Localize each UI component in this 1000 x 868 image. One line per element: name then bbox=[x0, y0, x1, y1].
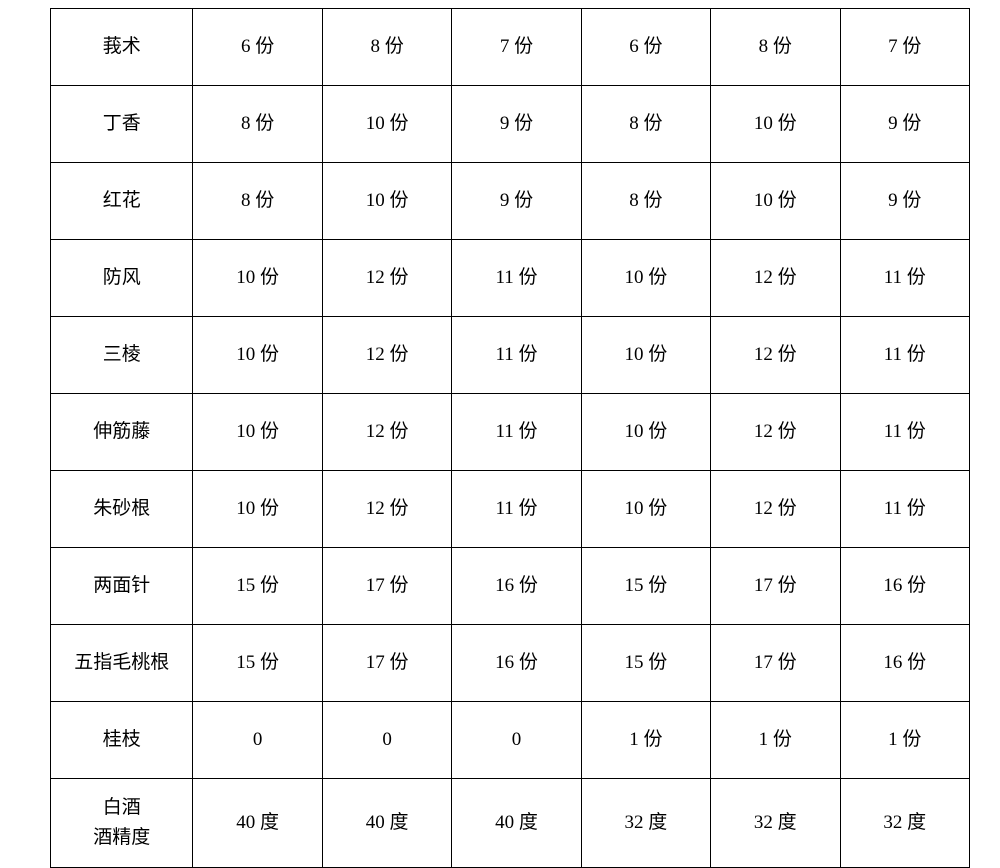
table-row: 五指毛桃根15 份17 份16 份15 份17 份16 份 bbox=[51, 625, 970, 702]
table-row: 伸筋藤10 份12 份11 份10 份12 份11 份 bbox=[51, 394, 970, 471]
table-cell: 11 份 bbox=[452, 240, 581, 317]
table-cell: 17 份 bbox=[711, 548, 840, 625]
table-cell: 10 份 bbox=[711, 163, 840, 240]
table-cell: 12 份 bbox=[322, 471, 451, 548]
table-cell: 7 份 bbox=[452, 9, 581, 86]
table-cell: 12 份 bbox=[711, 240, 840, 317]
table-row: 桂枝0001 份1 份1 份 bbox=[51, 702, 970, 779]
table-cell: 6 份 bbox=[581, 9, 710, 86]
table-cell: 12 份 bbox=[711, 471, 840, 548]
table-row: 朱砂根10 份12 份11 份10 份12 份11 份 bbox=[51, 471, 970, 548]
table-cell: 17 份 bbox=[322, 625, 451, 702]
table-cell: 32 度 bbox=[711, 779, 840, 868]
table-cell: 9 份 bbox=[452, 163, 581, 240]
table-cell: 8 份 bbox=[193, 163, 322, 240]
page-container: 莪术6 份8 份7 份6 份8 份7 份丁香8 份10 份9 份8 份10 份9… bbox=[0, 0, 1000, 850]
table-cell: 8 份 bbox=[193, 86, 322, 163]
table-cell: 32 度 bbox=[581, 779, 710, 868]
table-cell: 8 份 bbox=[581, 86, 710, 163]
table-cell: 11 份 bbox=[452, 317, 581, 394]
table-cell: 7 份 bbox=[840, 9, 970, 86]
table-cell: 40 度 bbox=[452, 779, 581, 868]
table-cell: 32 度 bbox=[840, 779, 970, 868]
table-row: 防风10 份12 份11 份10 份12 份11 份 bbox=[51, 240, 970, 317]
table-cell: 12 份 bbox=[322, 240, 451, 317]
table-cell: 15 份 bbox=[581, 548, 710, 625]
row-label: 莪术 bbox=[51, 9, 193, 86]
table-cell: 8 份 bbox=[581, 163, 710, 240]
table-cell: 9 份 bbox=[840, 86, 970, 163]
table-cell: 12 份 bbox=[322, 317, 451, 394]
table-cell: 15 份 bbox=[193, 548, 322, 625]
table-cell: 10 份 bbox=[581, 317, 710, 394]
table-cell: 1 份 bbox=[711, 702, 840, 779]
row-label: 丁香 bbox=[51, 86, 193, 163]
table-cell: 17 份 bbox=[711, 625, 840, 702]
table-cell: 10 份 bbox=[193, 317, 322, 394]
table-cell: 10 份 bbox=[193, 240, 322, 317]
table-cell: 40 度 bbox=[193, 779, 322, 868]
table-row: 丁香8 份10 份9 份8 份10 份9 份 bbox=[51, 86, 970, 163]
table-row: 红花8 份10 份9 份8 份10 份9 份 bbox=[51, 163, 970, 240]
table-cell: 15 份 bbox=[193, 625, 322, 702]
table-cell: 10 份 bbox=[193, 394, 322, 471]
table-cell: 0 bbox=[193, 702, 322, 779]
row-label: 防风 bbox=[51, 240, 193, 317]
row-label: 白酒酒精度 bbox=[51, 779, 193, 868]
row-label: 两面针 bbox=[51, 548, 193, 625]
table-cell: 11 份 bbox=[452, 394, 581, 471]
table-cell: 1 份 bbox=[581, 702, 710, 779]
table-cell: 11 份 bbox=[840, 471, 970, 548]
table-cell: 11 份 bbox=[840, 394, 970, 471]
table-cell: 16 份 bbox=[840, 548, 970, 625]
ingredients-table: 莪术6 份8 份7 份6 份8 份7 份丁香8 份10 份9 份8 份10 份9… bbox=[50, 8, 970, 868]
table-cell: 1 份 bbox=[840, 702, 970, 779]
table-cell: 16 份 bbox=[452, 625, 581, 702]
table-cell: 10 份 bbox=[581, 471, 710, 548]
table-row: 白酒酒精度40 度40 度40 度32 度32 度32 度 bbox=[51, 779, 970, 868]
table-cell: 12 份 bbox=[711, 394, 840, 471]
table-cell: 8 份 bbox=[322, 9, 451, 86]
table-cell: 0 bbox=[452, 702, 581, 779]
row-label: 三棱 bbox=[51, 317, 193, 394]
table-cell: 9 份 bbox=[452, 86, 581, 163]
table-cell: 11 份 bbox=[452, 471, 581, 548]
row-label: 五指毛桃根 bbox=[51, 625, 193, 702]
table-cell: 0 bbox=[322, 702, 451, 779]
table-cell: 12 份 bbox=[322, 394, 451, 471]
table-row: 莪术6 份8 份7 份6 份8 份7 份 bbox=[51, 9, 970, 86]
row-label: 桂枝 bbox=[51, 702, 193, 779]
table-cell: 16 份 bbox=[840, 625, 970, 702]
row-label: 朱砂根 bbox=[51, 471, 193, 548]
table-cell: 16 份 bbox=[452, 548, 581, 625]
table-cell: 10 份 bbox=[581, 240, 710, 317]
table-cell: 6 份 bbox=[193, 9, 322, 86]
table-cell: 11 份 bbox=[840, 240, 970, 317]
table-cell: 10 份 bbox=[193, 471, 322, 548]
table-cell: 10 份 bbox=[581, 394, 710, 471]
table-cell: 8 份 bbox=[711, 9, 840, 86]
table-cell: 9 份 bbox=[840, 163, 970, 240]
table-cell: 15 份 bbox=[581, 625, 710, 702]
table-cell: 12 份 bbox=[711, 317, 840, 394]
row-label: 伸筋藤 bbox=[51, 394, 193, 471]
table-cell: 11 份 bbox=[840, 317, 970, 394]
table-cell: 10 份 bbox=[711, 86, 840, 163]
table-cell: 10 份 bbox=[322, 163, 451, 240]
table-cell: 10 份 bbox=[322, 86, 451, 163]
table-body: 莪术6 份8 份7 份6 份8 份7 份丁香8 份10 份9 份8 份10 份9… bbox=[51, 9, 970, 868]
row-label: 红花 bbox=[51, 163, 193, 240]
table-cell: 17 份 bbox=[322, 548, 451, 625]
table-row: 两面针15 份17 份16 份15 份17 份16 份 bbox=[51, 548, 970, 625]
table-cell: 40 度 bbox=[322, 779, 451, 868]
table-row: 三棱10 份12 份11 份10 份12 份11 份 bbox=[51, 317, 970, 394]
